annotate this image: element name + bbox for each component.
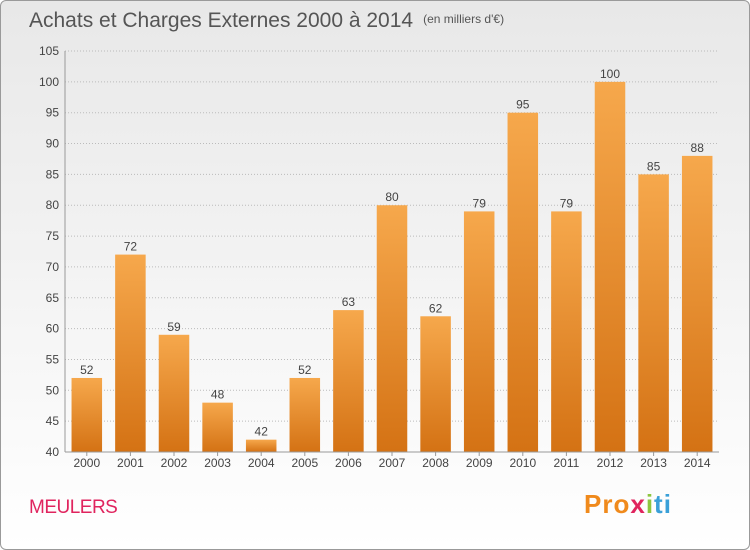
bar-2013 <box>638 174 669 452</box>
city-name: MEULERS <box>29 497 118 518</box>
y-tick-label: 85 <box>46 167 60 181</box>
y-tick-label: 105 <box>39 44 59 58</box>
data-label: 95 <box>516 98 530 112</box>
data-label: 79 <box>560 196 574 210</box>
x-tick-label: 2008 <box>422 456 449 470</box>
title-text: Achats et Charges Externes 2000 à 2014 <box>29 9 414 32</box>
y-tick-label: 70 <box>46 260 60 274</box>
chart-title: Achats et Charges Externes 2000 à 2014 (e… <box>29 9 504 33</box>
x-tick-label: 2000 <box>73 456 100 470</box>
y-tick-label: 75 <box>46 229 60 243</box>
bar-2004 <box>245 439 277 452</box>
x-tick-label: 2001 <box>117 456 144 470</box>
y-tick-label: 90 <box>46 137 60 151</box>
x-tick-label: 2005 <box>291 456 318 470</box>
title-unit: (en milliers d'€) <box>423 12 505 26</box>
axes: 40 45 50 55 60 65 70 75 80 85 90 95 100 105 2000 2001 20… <box>39 44 719 470</box>
y-tick-label: 45 <box>46 414 60 428</box>
data-label: 88 <box>691 141 705 155</box>
data-label: 79 <box>473 196 487 210</box>
data-label: 62 <box>429 301 443 315</box>
bar-2002 <box>158 334 190 452</box>
y-tick-label: 65 <box>46 291 60 305</box>
data-label: 72 <box>124 240 138 254</box>
x-tick-label: 2012 <box>597 456 624 470</box>
x-tick-label: 2006 <box>335 456 362 470</box>
y-tick-label: 95 <box>46 106 60 120</box>
bar-2003 <box>202 402 233 452</box>
data-label: 85 <box>647 159 661 173</box>
data-label: 59 <box>167 320 181 334</box>
bar-2014 <box>681 155 713 452</box>
x-tick-label: 2013 <box>640 456 667 470</box>
bar-2011 <box>551 211 582 452</box>
bar-2006 <box>333 310 364 452</box>
y-tick-label: 55 <box>46 352 60 366</box>
x-tick-label: 2011 <box>553 456 579 470</box>
bar-2005 <box>289 377 321 452</box>
y-tick-label: 100 <box>39 75 59 89</box>
x-tick-label: 2014 <box>684 456 711 470</box>
bar-2008 <box>420 316 451 452</box>
proxiti-logo: Proxiti <box>584 489 672 519</box>
data-label: 80 <box>385 190 399 204</box>
data-label: 52 <box>298 363 312 377</box>
y-tick-label: 80 <box>46 198 60 212</box>
y-tick-label: 60 <box>46 322 60 336</box>
bar-2000 <box>71 377 103 452</box>
bar-2010 <box>507 112 539 452</box>
data-label: 48 <box>211 388 225 402</box>
y-tick-label: 50 <box>46 383 60 397</box>
x-tick-label: 2010 <box>509 456 536 470</box>
bar-2009 <box>463 211 495 452</box>
y-tick-label: 40 <box>46 445 60 459</box>
bars: 52 72 59 48 42 52 63 80 62 79 95 79 100 85 88 <box>71 67 713 452</box>
data-label: 42 <box>255 425 269 439</box>
bar-2007 <box>376 205 408 452</box>
x-tick-label: 2003 <box>204 456 231 470</box>
data-label: 63 <box>342 295 356 309</box>
x-tick-label: 2004 <box>248 456 275 470</box>
bar-2012 <box>594 81 626 452</box>
bar-2001 <box>115 254 146 452</box>
x-tick-label: 2007 <box>379 456 406 470</box>
x-tick-label: 2009 <box>466 456 493 470</box>
data-label: 52 <box>80 363 94 377</box>
x-tick-label: 2002 <box>161 456 188 470</box>
data-label: 100 <box>600 67 620 81</box>
